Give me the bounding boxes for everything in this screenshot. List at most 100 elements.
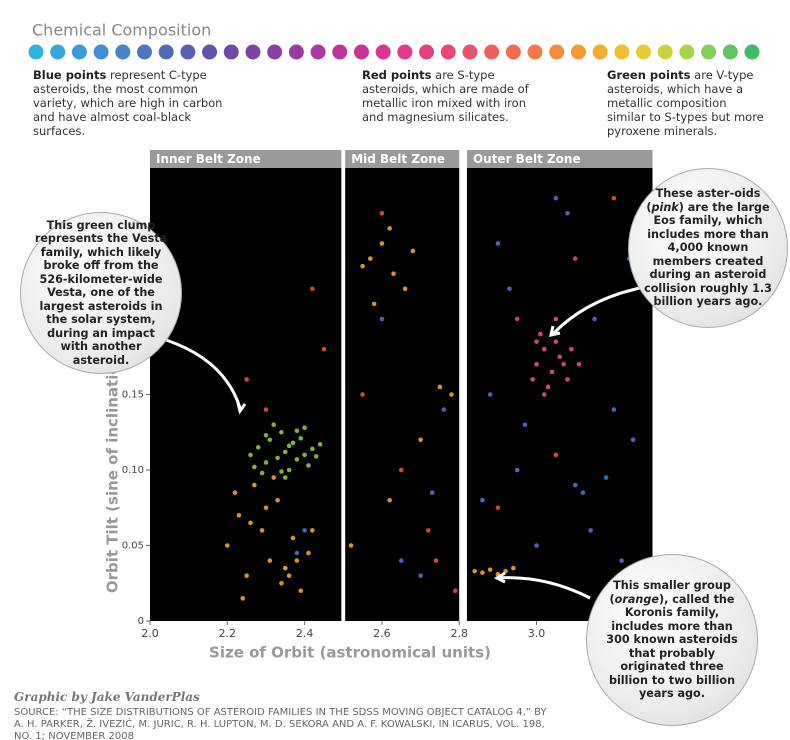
palette-dot xyxy=(353,44,369,60)
point xyxy=(348,543,354,548)
point xyxy=(360,263,365,269)
plot: Inner Belt Zone Mid Belt Zone Outer Belt Z… xyxy=(28,44,760,640)
arrow xyxy=(165,338,242,409)
point xyxy=(282,449,288,455)
point xyxy=(511,565,516,571)
credit: Graphic by Jake VanderPlas xyxy=(14,690,200,704)
point xyxy=(248,520,253,526)
point xyxy=(306,463,311,468)
point xyxy=(426,528,431,533)
callout-text: This green clump represents the Vesta fa… xyxy=(34,218,168,367)
point xyxy=(379,241,385,246)
callout-part: ), called the Koronis family, includes m… xyxy=(606,592,738,701)
palette-dot xyxy=(419,44,435,60)
zone-background xyxy=(150,168,342,621)
point xyxy=(279,429,284,435)
point xyxy=(530,377,535,382)
palette-dot xyxy=(657,44,673,60)
y-axis-title: Orbit Tilt (sine of inclination) xyxy=(104,347,122,593)
palette-dot xyxy=(202,44,218,60)
palette-dot xyxy=(570,44,586,60)
point xyxy=(275,497,280,503)
point xyxy=(569,346,574,352)
point xyxy=(603,475,609,480)
x-axis-title: Size of Orbit (astronomical units) xyxy=(209,644,491,662)
point xyxy=(588,528,593,533)
point xyxy=(495,241,501,246)
point xyxy=(557,354,563,360)
palette-dot xyxy=(375,44,391,60)
point xyxy=(294,457,300,462)
callout: These aster-oids (pink) are the large Eo… xyxy=(628,168,788,328)
point xyxy=(514,467,520,473)
palette-dot xyxy=(549,44,565,60)
callout: This green clump represents the Vesta fa… xyxy=(20,212,182,374)
point xyxy=(294,550,300,556)
point xyxy=(286,467,292,473)
point xyxy=(263,407,269,412)
palette-dot xyxy=(223,44,239,60)
callout-text: These aster-oids (pink) are the large Eo… xyxy=(641,187,775,309)
point xyxy=(453,588,458,594)
arrow-head xyxy=(236,402,247,415)
point xyxy=(379,211,385,216)
point xyxy=(534,339,539,344)
point xyxy=(259,528,265,533)
point xyxy=(545,384,551,390)
point xyxy=(368,256,373,261)
zone-header xyxy=(466,150,653,168)
zone-label: Mid Belt Zone xyxy=(351,152,445,166)
point xyxy=(267,558,273,563)
point xyxy=(302,425,307,431)
palette-dot xyxy=(636,44,652,60)
point xyxy=(298,435,304,441)
callout-part: ) are the large Eos family, which includ… xyxy=(644,200,772,309)
zone-label: Inner Belt Zone xyxy=(156,152,261,166)
palette-dot xyxy=(332,44,348,60)
point xyxy=(449,392,454,397)
arrow xyxy=(550,286,641,337)
palette-dot xyxy=(136,44,152,60)
point xyxy=(240,596,246,601)
note-text: are S-type asteroids, which are made of … xyxy=(362,68,529,124)
point xyxy=(310,286,315,292)
note: Red points are S-type asteroids, which a… xyxy=(362,68,537,124)
note: Blue points represent C-type asteroids, … xyxy=(33,68,223,138)
point xyxy=(472,568,477,574)
point xyxy=(313,454,319,459)
palette-dot xyxy=(158,44,174,60)
point xyxy=(480,497,485,503)
point xyxy=(310,528,315,533)
point xyxy=(286,443,292,449)
point xyxy=(321,346,327,352)
point xyxy=(565,211,570,216)
point xyxy=(534,543,539,548)
palette-dot xyxy=(50,44,66,60)
point xyxy=(252,482,257,488)
palette-dot xyxy=(93,44,109,60)
point xyxy=(279,469,284,474)
point xyxy=(418,573,423,578)
point xyxy=(561,362,566,367)
point xyxy=(387,226,392,231)
palette-dot xyxy=(527,44,543,60)
point xyxy=(402,286,408,292)
point xyxy=(398,558,404,563)
y-tick-label: 0 xyxy=(138,616,144,627)
point xyxy=(553,316,559,322)
point xyxy=(379,316,385,322)
point xyxy=(429,490,435,495)
point xyxy=(282,565,288,571)
palette-dot xyxy=(614,44,630,60)
point xyxy=(387,497,392,503)
point xyxy=(294,428,300,434)
zone-header xyxy=(345,150,460,168)
point xyxy=(290,440,296,446)
palette-dot xyxy=(288,44,304,60)
x-tick-label: 2.6 xyxy=(373,627,391,640)
point xyxy=(480,570,485,575)
point xyxy=(302,528,307,533)
point xyxy=(398,467,404,473)
note: Green points are V-type asteroids, which… xyxy=(607,68,767,138)
